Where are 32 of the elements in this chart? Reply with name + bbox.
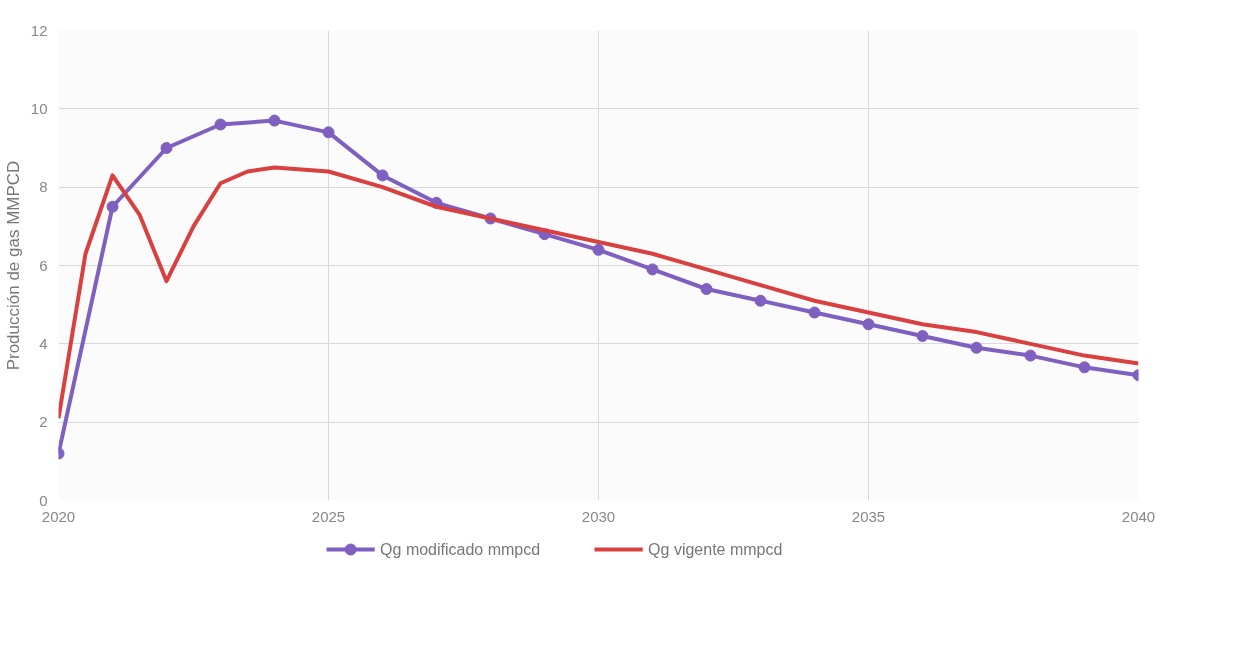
- point: [700, 283, 713, 295]
- y-tick-label: 8: [39, 178, 48, 196]
- y-tick-label: 6: [39, 256, 48, 274]
- x-tick-label: 2040: [1121, 507, 1156, 525]
- x-tick-label: 2035: [851, 507, 886, 525]
- point: [268, 114, 281, 127]
- point: [592, 243, 605, 256]
- y-tick-label: 4: [39, 334, 48, 352]
- line-series: [58, 165, 1139, 421]
- legend-label: Qg vigente mmpcd: [648, 541, 783, 558]
- point: [106, 200, 119, 213]
- point: [970, 341, 983, 354]
- y-tick-label: 12: [30, 21, 48, 39]
- x-tick-label: 2030: [581, 507, 616, 525]
- point: [160, 142, 173, 154]
- x-tick-label: 2025: [311, 507, 346, 525]
- point: [646, 263, 659, 276]
- x-tick-label: 2020: [41, 507, 76, 525]
- point: [754, 294, 767, 307]
- point: [808, 306, 821, 319]
- point: [862, 318, 875, 331]
- y-tick-label: 2: [39, 413, 48, 431]
- point: [916, 330, 929, 342]
- point: [1078, 361, 1091, 374]
- y-tick-label: 10: [30, 99, 48, 117]
- point: [1024, 349, 1037, 362]
- point: [322, 126, 335, 139]
- point: [214, 118, 227, 131]
- y-tick-label: 0: [39, 491, 48, 509]
- point: [376, 169, 389, 182]
- y-axis-title: Producción de gas MMPCD: [3, 160, 23, 371]
- legend-label: Qg modificado mmpcd: [380, 541, 541, 558]
